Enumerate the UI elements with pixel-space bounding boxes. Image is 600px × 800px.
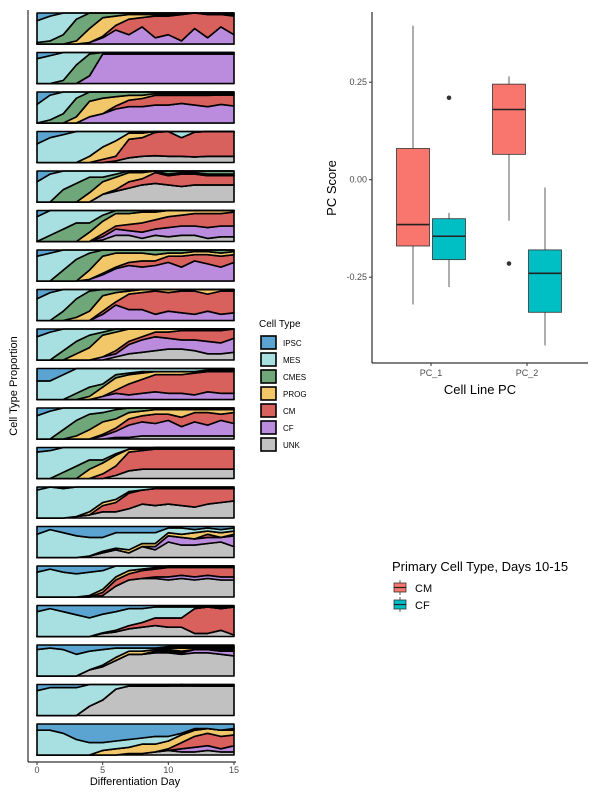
box-body	[492, 83, 526, 155]
area-panels	[27, 12, 235, 756]
area-band-ipsc	[36, 723, 235, 744]
area-panel-16	[27, 604, 235, 638]
legend2-label-cf: CF	[415, 600, 430, 612]
area-band-ipsc	[36, 446, 235, 453]
box-pc_2-cm	[492, 76, 526, 266]
legend-label-prog: PROG	[283, 390, 307, 399]
legend-key-prog	[260, 386, 277, 401]
area-panel-10	[27, 367, 235, 401]
box-y-tick-label: 0.00	[349, 175, 367, 185]
area-band-ipsc	[36, 407, 235, 417]
cell-type-legend-title: Cell Type	[259, 319, 301, 330]
area-band-ipsc	[36, 288, 235, 300]
area-panel-7	[27, 249, 235, 282]
box-body	[396, 148, 430, 247]
legend-key-cf	[260, 420, 277, 435]
box-pc_1-cf	[432, 95, 466, 287]
box-y-tick-label: 0.25	[349, 77, 367, 87]
box-pc_2-cf	[528, 187, 562, 346]
primary-cell-type-legend: CM CF	[393, 580, 432, 612]
area-band-ipsc	[36, 12, 235, 22]
area-band-ipsc	[36, 249, 235, 257]
box-x-tick-label: PC_1	[420, 368, 443, 378]
legend2-label-cm: CM	[415, 583, 432, 595]
cell-type-legend: IPSC MES CMES PROG CM CF UNK	[260, 335, 307, 452]
area-panel-19	[27, 723, 235, 756]
area-x-tick-label: 5	[100, 765, 105, 775]
box-body	[528, 249, 562, 313]
area-panel-9	[27, 328, 235, 361]
area-panel-18	[27, 683, 235, 717]
area-x-tick-label: 15	[229, 765, 239, 775]
area-panel-11	[27, 407, 235, 440]
area-band-ipsc	[36, 486, 235, 491]
area-band-ipsc	[36, 170, 235, 183]
box-y-axis-title: PC Score	[324, 160, 339, 216]
box-pc_1-cm	[396, 25, 430, 305]
box-x-tick-label: PC_2	[516, 368, 539, 378]
area-panel-3	[27, 91, 235, 124]
area-panel-4	[27, 130, 235, 164]
area-x-ticks: 0 5 10 15	[34, 762, 239, 775]
legend-label-unk: UNK	[283, 441, 301, 450]
area-panel-5	[27, 170, 235, 203]
area-panel-13	[27, 486, 235, 519]
area-band-ipsc	[36, 91, 235, 106]
area-panel-14	[27, 525, 235, 559]
legend-key-unk	[260, 437, 277, 452]
area-band-ipsc	[36, 130, 235, 145]
box-x-axis-title: Cell Line PC	[444, 382, 516, 397]
area-x-tick-label: 10	[163, 765, 173, 775]
area-panel-12	[27, 446, 235, 480]
legend-label-cmes: CMES	[283, 373, 306, 382]
area-band-ipsc	[36, 328, 235, 338]
legend-key-mes	[260, 352, 277, 367]
box-y-tick-label: -0.25	[346, 272, 367, 282]
area-x-tick-label: 0	[34, 765, 39, 775]
area-band-ipsc	[36, 565, 235, 575]
area-band-ipsc	[36, 525, 235, 539]
area-band-ipsc	[36, 209, 235, 218]
box-plot	[396, 25, 562, 346]
legend-label-mes: MES	[283, 356, 300, 365]
area-y-axis-title: Cell Type Proportion	[8, 336, 20, 435]
legend-label-cm: CM	[283, 407, 296, 416]
area-panel-2	[27, 51, 235, 85]
outlier-point	[446, 95, 452, 101]
area-band-ipsc	[36, 604, 235, 619]
area-band-ipsc	[36, 683, 235, 692]
area-panel-17	[27, 644, 235, 677]
area-panel-8	[27, 288, 235, 322]
area-panel-1	[27, 12, 235, 45]
box-body	[432, 218, 466, 261]
box-plot-axes: 0.25 0.00 -0.25 PC_1 PC_2	[346, 12, 588, 378]
legend-key-ipsc	[260, 335, 277, 350]
legend-label-cf: CF	[283, 424, 294, 433]
area-band-ipsc	[36, 51, 235, 60]
legend-key-cmes	[260, 369, 277, 384]
legend-key-cm	[260, 403, 277, 418]
primary-cell-type-legend-title: Primary Cell Type, Days 10-15	[392, 559, 568, 574]
area-panel-15	[27, 565, 235, 598]
area-panel-6	[27, 209, 235, 243]
area-band-ipsc	[36, 367, 235, 382]
area-x-axis-title: Differentiation Day	[90, 776, 181, 788]
area-band-ipsc	[36, 644, 235, 656]
outlier-point	[506, 261, 512, 266]
legend-label-ipsc: IPSC	[283, 339, 302, 348]
